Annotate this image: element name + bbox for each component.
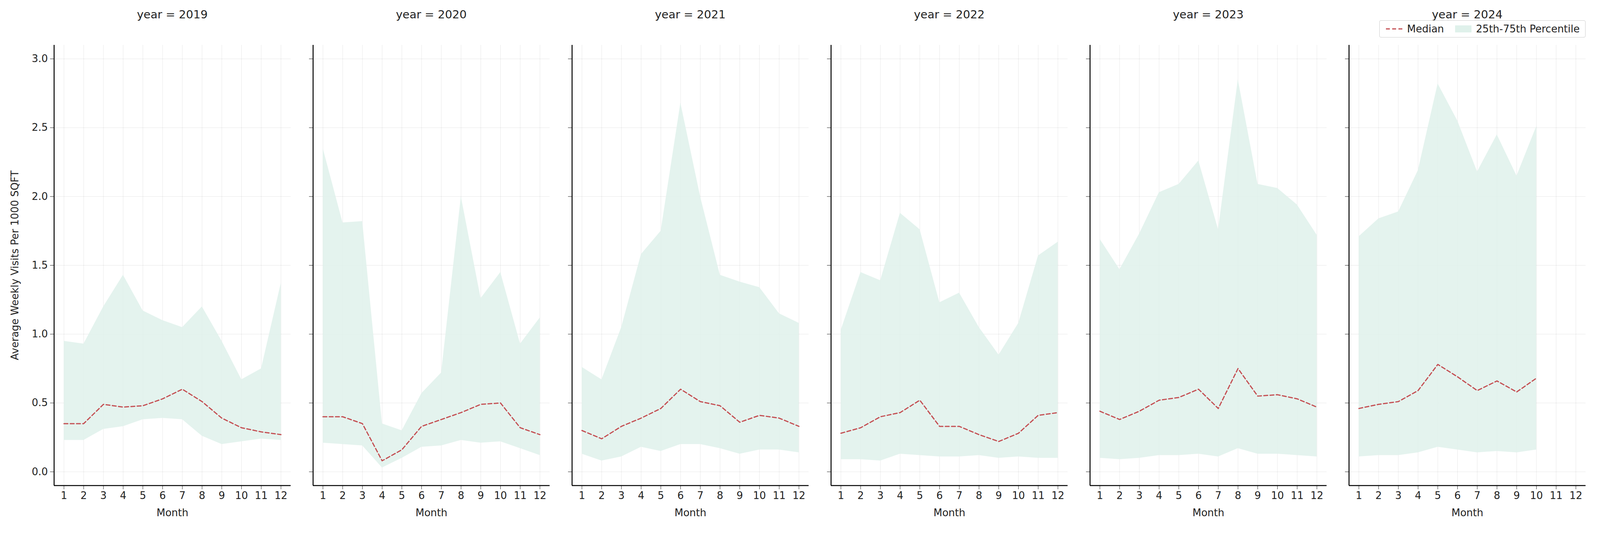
svg-text:3.0: 3.0	[31, 52, 48, 65]
svg-text:1: 1	[60, 489, 68, 502]
svg-text:2: 2	[1375, 489, 1383, 502]
svg-text:12: 12	[533, 489, 547, 502]
svg-text:5: 5	[1434, 489, 1442, 502]
svg-text:2.5: 2.5	[31, 121, 48, 134]
html-text:Median: Median	[1407, 23, 1444, 35]
svg-text:10: 10	[1012, 489, 1025, 502]
svg-text:5: 5	[139, 489, 147, 502]
html-text:year = 2023: year = 2023	[1172, 7, 1244, 22]
svg-text:2: 2	[339, 489, 347, 502]
svg-text:1.5: 1.5	[31, 259, 48, 272]
svg-text:2: 2	[857, 489, 865, 502]
svg-text:4: 4	[896, 489, 904, 502]
svg-text:2: 2	[80, 489, 88, 502]
svg-text:12: 12	[1569, 489, 1583, 502]
svg-text:Average Weekly Visits Per 1000: Average Weekly Visits Per 1000 SQFT	[8, 170, 21, 361]
svg-text:Month: Month	[1451, 507, 1484, 519]
html-text:year = 2022: year = 2022	[913, 7, 985, 22]
svg-text:7: 7	[1473, 489, 1481, 502]
svg-text:12: 12	[1051, 489, 1065, 502]
svg-text:10: 10	[1271, 489, 1284, 502]
html-text:25th-75th Percentile: 25th-75th Percentile	[1476, 23, 1580, 35]
svg-text:3: 3	[1135, 489, 1143, 502]
svg-text:9: 9	[1254, 489, 1261, 502]
svg-text:Month: Month	[415, 507, 448, 519]
svg-text:8: 8	[975, 489, 983, 502]
svg-text:9: 9	[1513, 489, 1520, 502]
svg-text:10: 10	[494, 489, 508, 502]
svg-text:4: 4	[378, 489, 386, 502]
svg-text:7: 7	[1214, 489, 1222, 502]
svg-text:12: 12	[274, 489, 288, 502]
svg-text:3: 3	[100, 489, 107, 502]
svg-text:Month: Month	[156, 507, 189, 519]
svg-text:6: 6	[418, 489, 425, 502]
svg-text:Month: Month	[933, 507, 966, 519]
svg-text:0.5: 0.5	[31, 396, 48, 409]
svg-text:3: 3	[1394, 489, 1402, 502]
svg-text:11: 11	[254, 489, 268, 502]
svg-text:1: 1	[319, 489, 327, 502]
svg-text:1: 1	[1355, 489, 1363, 502]
html-text:year = 2020: year = 2020	[395, 7, 467, 22]
svg-text:8: 8	[198, 489, 206, 502]
svg-text:0.0: 0.0	[31, 466, 48, 478]
svg-text:3: 3	[358, 489, 366, 502]
svg-text:3: 3	[617, 489, 625, 502]
svg-text:8: 8	[716, 489, 724, 502]
svg-text:10: 10	[1530, 489, 1543, 502]
svg-text:5: 5	[657, 489, 665, 502]
svg-text:6: 6	[1454, 489, 1461, 502]
svg-text:6: 6	[677, 489, 684, 502]
svg-text:5: 5	[398, 489, 406, 502]
svg-text:7: 7	[955, 489, 963, 502]
svg-text:9: 9	[218, 489, 225, 502]
svg-text:1: 1	[837, 489, 845, 502]
svg-text:6: 6	[936, 489, 943, 502]
svg-text:9: 9	[736, 489, 743, 502]
svg-text:4: 4	[637, 489, 645, 502]
svg-text:9: 9	[995, 489, 1002, 502]
svg-text:7: 7	[437, 489, 445, 502]
svg-text:4: 4	[1155, 489, 1163, 502]
svg-text:9: 9	[477, 489, 484, 502]
svg-text:10: 10	[753, 489, 767, 502]
svg-text:7: 7	[178, 489, 186, 502]
svg-text:Month: Month	[1192, 507, 1225, 519]
html-text:year = 2024: year = 2024	[1431, 7, 1503, 22]
svg-text:11: 11	[772, 489, 786, 502]
svg-text:12: 12	[1310, 489, 1324, 502]
svg-text:4: 4	[119, 489, 127, 502]
svg-text:8: 8	[1493, 489, 1501, 502]
svg-text:3: 3	[876, 489, 884, 502]
svg-text:2: 2	[1116, 489, 1124, 502]
svg-text:1: 1	[1096, 489, 1104, 502]
svg-text:2: 2	[598, 489, 606, 502]
html-text:year = 2019: year = 2019	[136, 7, 208, 22]
svg-text:11: 11	[1031, 489, 1045, 502]
svg-text:Month: Month	[674, 507, 707, 519]
svg-text:8: 8	[1234, 489, 1242, 502]
svg-text:5: 5	[1175, 489, 1183, 502]
html-text:year = 2021: year = 2021	[654, 7, 726, 22]
svg-text:5: 5	[916, 489, 924, 502]
svg-text:6: 6	[159, 489, 167, 502]
svg-text:2.0: 2.0	[31, 190, 48, 203]
svg-text:12: 12	[792, 489, 806, 502]
svg-text:6: 6	[1195, 489, 1202, 502]
svg-text:11: 11	[1290, 489, 1304, 502]
svg-text:10: 10	[235, 489, 249, 502]
svg-text:7: 7	[696, 489, 704, 502]
svg-text:4: 4	[1414, 489, 1422, 502]
svg-text:8: 8	[457, 489, 465, 502]
svg-text:11: 11	[513, 489, 527, 502]
svg-text:1: 1	[578, 489, 586, 502]
svg-text:1.0: 1.0	[31, 328, 48, 340]
svg-text:11: 11	[1549, 489, 1563, 502]
